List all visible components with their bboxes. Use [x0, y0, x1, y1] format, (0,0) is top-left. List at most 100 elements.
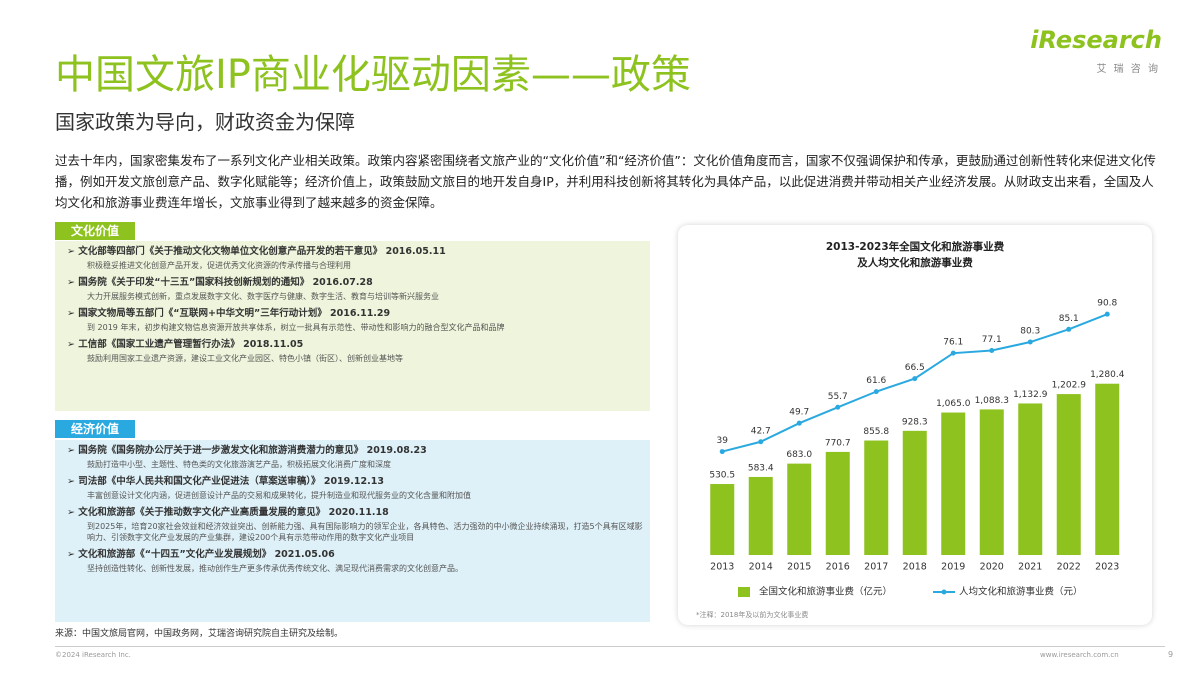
line-point	[912, 376, 918, 382]
copyright: ©2024 iResearch Inc.	[55, 651, 131, 659]
bar-value-label: 583.4	[748, 463, 774, 473]
x-tick-label: 2021	[1018, 562, 1042, 573]
policy-title: 国务院《国务院办公厅关于进一步激发文化和旅游消费潜力的意见》 2019.08.2…	[67, 444, 650, 458]
policy-detail: 到2025年，培育20家社会效益和经济效益突出、创新能力强、具有国际影响力的领军…	[87, 522, 643, 542]
bar	[1018, 403, 1043, 555]
policy-detail: 大力开展服务模式创新，重点发展数字文化、数字医疗与健康、数字生活、教育与培训等新…	[87, 292, 439, 301]
line-value-label: 61.6	[866, 376, 886, 386]
x-tick-label: 2014	[749, 562, 773, 573]
line-point	[989, 348, 995, 354]
bar	[825, 451, 850, 555]
line-value-label: 66.5	[905, 363, 925, 373]
bar-value-label: 1,280.4	[1090, 370, 1125, 380]
section-label: 经济价值	[55, 420, 135, 438]
line-value-label: 85.1	[1059, 314, 1079, 324]
x-tick-label: 2022	[1057, 562, 1081, 573]
line-point	[1027, 339, 1033, 345]
line-value-label: 76.1	[943, 338, 963, 348]
line-value-label: 39	[717, 436, 729, 446]
policy-item: 文化和旅游部《“十四五”文化产业发展规划》 2021.05.06 坚持创造性转化、…	[67, 548, 650, 579]
chart-note: *注释：2018年及以前为文化事业费	[696, 610, 808, 619]
bar-value-label: 1,088.3	[975, 396, 1009, 406]
x-tick-label: 2018	[903, 562, 927, 573]
policy-item: 国务院《国务院办公厅关于进一步激发文化和旅游消费潜力的意见》 2019.08.2…	[67, 444, 650, 475]
policy-detail: 鼓励利用国家工业遗产资源，建设工业文化产业园区、特色小镇（街区）、创新创业基地等	[87, 354, 403, 363]
bar	[1095, 383, 1120, 555]
intro-text: 过去十年内，国家密集发布了一系列文化产业相关政策。政策内容紧密围绕者文旅产业的“…	[55, 153, 1156, 210]
policy-item: 国务院《关于印发“十三五”国家科技创新规划的通知》 2016.07.28 大力开展…	[67, 276, 650, 307]
bar	[979, 409, 1004, 555]
footer-rule	[55, 646, 1165, 647]
line-value-label: 42.7	[751, 426, 771, 436]
chart-title: 2013-2023年全国文化和旅游事业费	[826, 240, 1005, 253]
bar-value-label: 855.8	[863, 427, 889, 437]
x-tick-label: 2015	[787, 562, 811, 573]
bar	[941, 412, 966, 555]
chart-title: 及人均文化和旅游事业费	[857, 256, 973, 269]
logo: iResearch	[1030, 26, 1162, 54]
bar	[710, 484, 735, 555]
chart: 2013-2023年全国文化和旅游事业费 及人均文化和旅游事业费 2013 201…	[696, 240, 1125, 619]
legend-swatch	[941, 589, 947, 595]
bar	[748, 476, 773, 555]
policy-detail: 积极稳妥推进文化创意产品开发，促进优秀文化资源的传承传播与合理利用	[87, 261, 351, 270]
line-value-label: 49.7	[789, 408, 809, 418]
policy-title: 文化和旅游部《“十四五”文化产业发展规划》 2021.05.06	[67, 548, 650, 562]
policy-item: 司法部《中华人民共和国文化产业促进法（草案送审稿）》 2019.12.13 丰富创…	[67, 475, 650, 506]
policy-title: 国家文物局等五部门《“互联网+中华文明”三年行动计划》 2016.11.29	[67, 307, 650, 321]
legend-label: 全国文化和旅游事业费（亿元）	[759, 586, 892, 598]
policy-item: 工信部《国家工业遗产管理暂行办法》 2018.11.05 鼓励利用国家工业遗产资源…	[67, 338, 650, 369]
policy-detail: 坚持创造性转化、创新性发展，推动创作生产更多传承优秀传统文化、满足现代消费需求的…	[87, 564, 463, 573]
policy-title: 文化部等四部门《关于推动文化文物单位文化创意产品开发的若干意见》 2016.05…	[67, 245, 650, 259]
line-value-label: 55.7	[828, 392, 848, 402]
line-point	[1104, 311, 1110, 317]
bar-value-label: 683.0	[786, 450, 812, 460]
policy-item: 文化部等四部门《关于推动文化文物单位文化创意产品开发的若干意见》 2016.05…	[67, 245, 650, 276]
subtitle: 国家政策为导向，财政资金为保障	[55, 110, 355, 134]
line-point	[796, 420, 802, 426]
bar-value-label: 1,065.0	[936, 399, 971, 409]
policy-detail: 丰富创意设计文化内涵，促进创意设计产品的交易和成果转化，提升制造业和现代服务业的…	[87, 491, 471, 500]
bar-value-label: 530.5	[709, 471, 735, 481]
bar-value-label: 1,132.9	[1013, 390, 1048, 400]
source-note: 来源：中国文旅局官网，中国政务网，艾瑞咨询研究院自主研究及绘制。	[55, 629, 344, 639]
policy-title: 文化和旅游部《关于推动数字文化产业高质量发展的意见》 2020.11.18	[67, 506, 650, 520]
line-point	[835, 404, 841, 410]
policy-detail: 到 2019 年末，初步构建文物信息资源开放共享体系，树立一批具有示范性、带动性…	[87, 323, 505, 332]
line-value-label: 80.3	[1020, 327, 1040, 337]
policy-detail: 鼓励打造中小型、主题性、特色类的文化旅游演艺产品，积极拓展文化消费广度和深度	[87, 460, 391, 469]
bar	[787, 463, 812, 555]
slide-title: 中国文旅IP商业化驱动因素——政策	[55, 52, 691, 98]
x-tick-label: 2019	[941, 562, 965, 573]
bar-value-label: 928.3	[902, 417, 928, 427]
policy-item: 国家文物局等五部门《“互联网+中华文明”三年行动计划》 2016.11.29 到 …	[67, 307, 650, 338]
bar	[902, 430, 927, 555]
policy-title: 工信部《国家工业遗产管理暂行办法》 2018.11.05	[67, 338, 650, 352]
bar	[1056, 394, 1081, 555]
policy-title: 司法部《中华人民共和国文化产业促进法（草案送审稿）》 2019.12.13	[67, 475, 650, 489]
legend-swatch	[738, 587, 750, 597]
line-point	[873, 389, 879, 395]
legend-label: 人均文化和旅游事业费（元）	[959, 586, 1083, 598]
section-box: 国务院《国务院办公厅关于进一步激发文化和旅游消费潜力的意见》 2019.08.2…	[55, 440, 650, 622]
line-value-label: 77.1	[982, 335, 1002, 345]
line-point	[950, 350, 956, 356]
line-value-label: 90.8	[1097, 299, 1117, 309]
x-tick-label: 2017	[864, 562, 888, 573]
page-number: 9	[1168, 650, 1174, 659]
x-tick-label: 2020	[980, 562, 1004, 573]
policy-item: 文化和旅游部《关于推动数字文化产业高质量发展的意见》 2020.11.18 到20…	[67, 506, 650, 548]
line-point	[758, 439, 764, 445]
bar-value-label: 1,202.9	[1052, 381, 1087, 391]
x-tick-label: 2013	[710, 562, 734, 573]
bar	[864, 440, 889, 555]
section-box: 文化部等四部门《关于推动文化文物单位文化创意产品开发的若干意见》 2016.05…	[55, 241, 650, 411]
line-point	[719, 449, 725, 455]
x-tick-label: 2023	[1095, 562, 1119, 573]
logo-subtitle: 艾 瑞 咨 询	[1096, 64, 1160, 75]
chart-card: 2013-2023年全国文化和旅游事业费 及人均文化和旅游事业费 2013 201…	[678, 225, 1152, 625]
line-point	[1066, 326, 1072, 332]
footer-url: www.iresearch.com.cn	[1040, 651, 1119, 659]
policy-title: 国务院《关于印发“十三五”国家科技创新规划的通知》 2016.07.28	[67, 276, 650, 290]
